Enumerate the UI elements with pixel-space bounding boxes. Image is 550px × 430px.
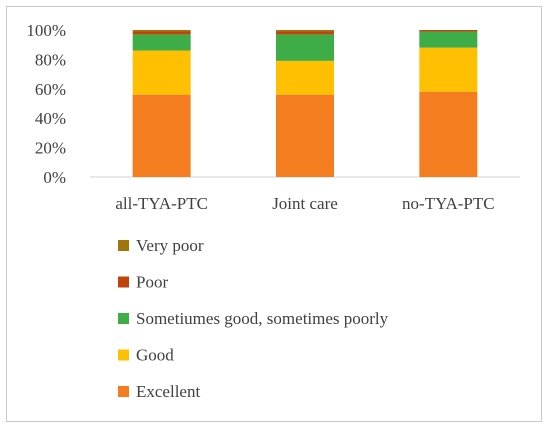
bar-segment-poor-all-tya-ptc <box>132 31 191 35</box>
bar-segment-poor-joint-care <box>276 31 334 35</box>
bar-segment-excellent-no-tya-ptc <box>419 91 478 177</box>
bar-segment-sometiumes-good-sometimes-poorly-no-tya-ptc <box>419 31 478 48</box>
x-category-label: Joint care <box>272 194 338 213</box>
bar-segment-excellent-all-tya-ptc <box>132 94 191 177</box>
y-tick-label: 60% <box>35 80 66 99</box>
legend-label: Excellent <box>136 382 200 401</box>
bar-segment-very-poor-joint-care <box>276 30 334 32</box>
bar-segment-poor-no-tya-ptc <box>419 30 478 32</box>
y-tick-label: 40% <box>35 109 66 128</box>
bar-segment-good-all-tya-ptc <box>132 50 191 95</box>
y-axis-tick-labels: 0% 20% 40% 60% 80% 100% <box>26 21 66 187</box>
legend-swatch <box>118 349 129 361</box>
bar-segment-good-joint-care <box>276 60 334 95</box>
y-tick-label: 80% <box>35 50 66 69</box>
legend-swatch <box>118 386 129 397</box>
bars <box>132 30 478 177</box>
bar-segment-very-poor-all-tya-ptc <box>132 30 191 32</box>
legend-label: Sometiumes good, sometimes poorly <box>136 309 389 328</box>
x-category-label: all-TYA-PTC <box>115 194 208 213</box>
legend-label: Good <box>136 346 174 365</box>
bar-segment-sometiumes-good-sometimes-poorly-joint-care <box>276 34 334 61</box>
y-tick-label: 100% <box>26 21 66 40</box>
legend: Very poor Poor Sometiumes good, sometimes … <box>118 236 389 401</box>
legend-label: Very poor <box>136 236 204 255</box>
y-tick-label: 20% <box>35 139 66 158</box>
x-category-label: no-TYA-PTC <box>402 194 495 213</box>
legend-swatch <box>118 240 129 251</box>
legend-swatch <box>118 276 129 288</box>
legend-label: Poor <box>136 273 168 292</box>
x-axis-category-labels: all-TYA-PTC Joint care no-TYA-PTC <box>115 194 494 213</box>
legend-swatch <box>118 313 129 324</box>
bar-segment-excellent-joint-care <box>276 94 334 177</box>
bar-segment-sometiumes-good-sometimes-poorly-all-tya-ptc <box>132 34 191 51</box>
y-tick-label: 0% <box>43 168 66 187</box>
bar-segment-good-no-tya-ptc <box>419 47 478 92</box>
